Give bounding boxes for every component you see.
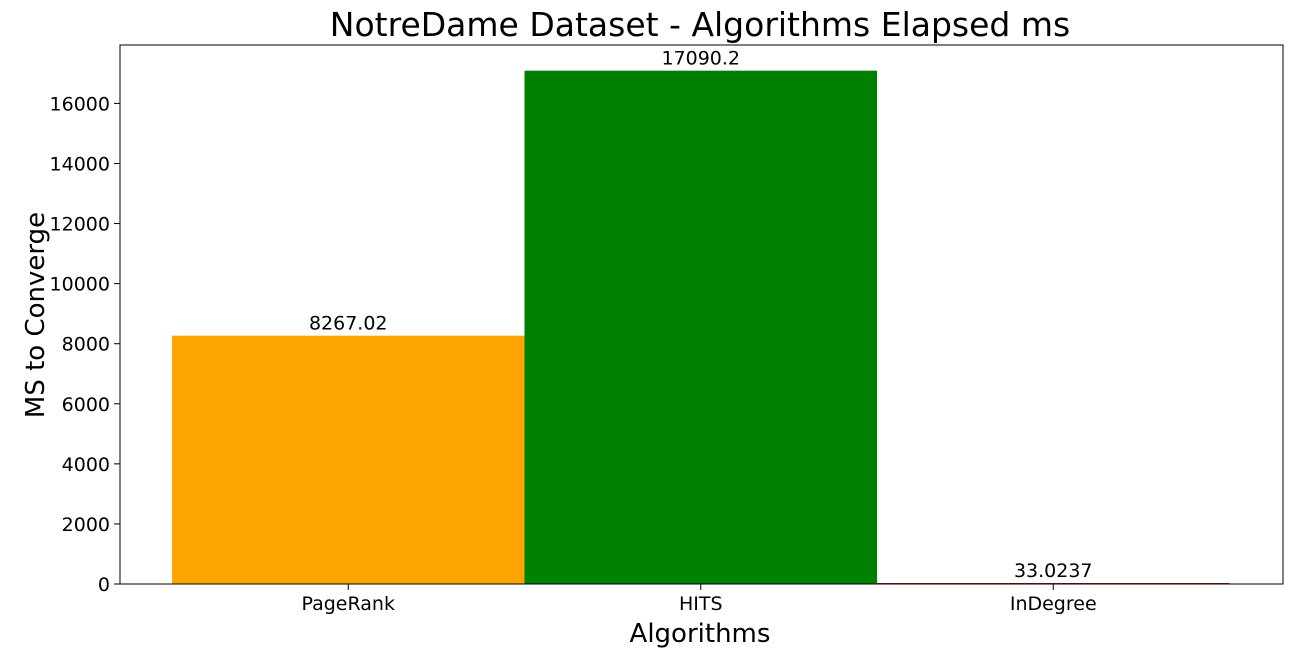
- plot-frame: [119, 44, 1284, 585]
- bar-hits: [524, 70, 877, 584]
- x-tick-label-pagerank: PageRank: [302, 593, 395, 615]
- y-tick-label-8000: 8000: [62, 334, 110, 356]
- chart-title: NotreDame Dataset - Algorithms Elapsed m…: [330, 5, 1070, 44]
- bar-pagerank: [172, 335, 525, 584]
- y-tick-label-0: 0: [98, 574, 110, 596]
- y-tick-label-14000: 14000: [50, 153, 110, 175]
- y-tick-label-6000: 6000: [62, 394, 110, 416]
- y-tick-label-4000: 4000: [62, 454, 110, 476]
- bar-value-label-hits: 17090.2: [661, 48, 740, 70]
- y-tick-label-10000: 10000: [50, 274, 110, 296]
- x-axis: PageRank HITS InDegree: [302, 584, 1097, 615]
- bars-group: [172, 70, 1230, 585]
- y-tick-label-16000: 16000: [50, 93, 110, 115]
- x-tick-label-indegree: InDegree: [1010, 593, 1097, 615]
- y-axis: 0 2000 4000 6000 8000 10000 12000 14000 16000: [50, 93, 120, 596]
- bar-value-label-pagerank: 8267.02: [309, 313, 388, 335]
- x-axis-label: Algorithms: [630, 619, 771, 649]
- y-axis-label: MS to Converge: [21, 212, 51, 418]
- x-tick-label-hits: HITS: [679, 593, 723, 615]
- y-tick-label-12000: 12000: [50, 214, 110, 236]
- bar-labels-group: 8267.02 17090.2 33.0237: [309, 48, 1093, 582]
- y-tick-label-2000: 2000: [62, 514, 110, 536]
- bar-value-label-indegree: 33.0237: [1014, 560, 1093, 582]
